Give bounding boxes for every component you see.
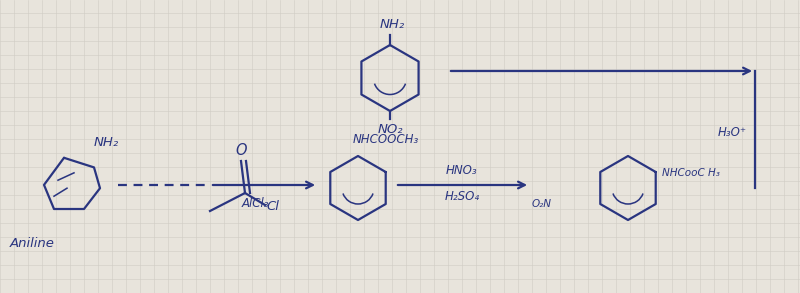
Text: H₂SO₄: H₂SO₄ [445, 190, 479, 203]
Text: HNO₃: HNO₃ [446, 164, 478, 177]
Text: Cl: Cl [266, 200, 279, 214]
Text: NO₂: NO₂ [377, 123, 403, 136]
Text: NHCOOCH₃: NHCOOCH₃ [353, 133, 419, 146]
Text: AlCl₃: AlCl₃ [242, 197, 269, 210]
Text: H₃O⁺: H₃O⁺ [718, 127, 747, 139]
Text: O₂N: O₂N [532, 199, 552, 209]
Text: O: O [235, 143, 246, 158]
Text: NH₂: NH₂ [379, 18, 405, 31]
Text: NH₂: NH₂ [94, 136, 119, 149]
Text: NHCooC H₃: NHCooC H₃ [662, 168, 720, 178]
Text: Aniline: Aniline [10, 237, 55, 250]
